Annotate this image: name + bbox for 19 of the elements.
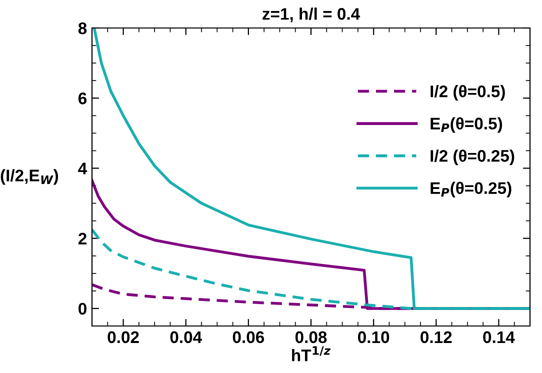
x-tick-label: 0.14 xyxy=(483,331,515,344)
legend-label: E$_{P}$(θ=0.25) xyxy=(430,182,512,198)
y-axis-title: (I/2,E$_{W}$) xyxy=(0,169,58,185)
x-tick-label: 0.10 xyxy=(358,331,390,344)
y-tick-label: 8 xyxy=(78,22,87,34)
y-tick-label: 4 xyxy=(78,162,88,174)
x-tick-label: 0.12 xyxy=(420,331,452,344)
y-tick-label: 0 xyxy=(78,302,86,315)
y-tick-label: 2 xyxy=(78,232,86,244)
legend-label: I/2 (θ=0.5) xyxy=(430,85,505,101)
y-tick-label: 6 xyxy=(78,92,87,104)
x-axis-title: hT$^{1/z}$ xyxy=(292,346,331,362)
chart-title: z=1, h/l = 0.4 xyxy=(262,8,360,22)
legend-label: I/2 (θ=0.25) xyxy=(430,150,514,166)
legend-label: E$_{P}$(θ=0.5) xyxy=(430,117,502,133)
x-tick-label: 0.02 xyxy=(108,331,139,344)
x-tick-label: 0.06 xyxy=(232,331,264,344)
x-tick-label: 0.04 xyxy=(170,331,202,344)
x-tick-label: 0.08 xyxy=(295,331,327,344)
